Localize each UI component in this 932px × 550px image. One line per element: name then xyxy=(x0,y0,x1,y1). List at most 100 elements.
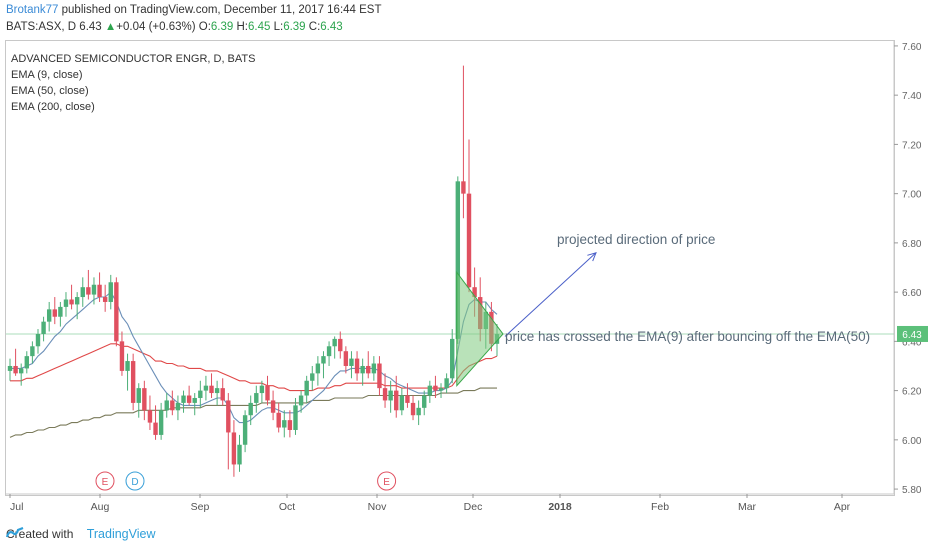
y-tick-label: 6.00 xyxy=(902,436,922,447)
candle-body xyxy=(472,287,477,298)
x-tick-label: Feb xyxy=(651,501,669,513)
chart-legend-title: ADVANCED SEMICONDUCTOR ENGR, D, BATS xyxy=(11,53,255,65)
tradingview-brand-link[interactable]: TradingView xyxy=(86,527,156,541)
x-tick-label: Oct xyxy=(279,501,295,513)
x-tick-label: 2018 xyxy=(548,501,572,513)
x-tick-label: Aug xyxy=(91,501,110,513)
event-marker-icon[interactable] xyxy=(95,471,115,491)
candle-body xyxy=(114,282,119,342)
ema9-line xyxy=(10,291,498,424)
candle-body xyxy=(438,388,444,391)
projection-arrow xyxy=(504,252,597,337)
last-price: 6.43 xyxy=(79,21,102,33)
close-label: C: xyxy=(308,21,321,33)
candle-body xyxy=(304,380,309,396)
arrow-head-icon xyxy=(587,251,597,262)
candle-body xyxy=(142,388,147,411)
open-value: 6.39 xyxy=(210,21,234,33)
candle-body xyxy=(422,395,427,408)
candle-body xyxy=(24,356,29,369)
candle-body xyxy=(399,395,405,411)
candle-body xyxy=(360,365,365,374)
candle-body xyxy=(310,373,315,381)
candle-body xyxy=(86,287,91,295)
x-tick-label: Nov xyxy=(368,501,387,513)
candle-body xyxy=(147,410,153,423)
candle-body xyxy=(41,321,46,334)
legend-item[interactable]: EMA (9, close) xyxy=(11,69,83,81)
candle-body xyxy=(338,338,343,352)
change-value: +0.04 (+0.63%) xyxy=(116,21,196,33)
candle-body xyxy=(18,368,24,374)
candle-body xyxy=(450,338,455,379)
triangle-pattern xyxy=(456,270,504,387)
legend-item[interactable]: EMA (200, close) xyxy=(11,101,95,113)
candle-body xyxy=(349,358,354,366)
candle-body xyxy=(254,393,259,403)
candle-body xyxy=(405,395,410,403)
low-label: L: xyxy=(273,21,284,33)
candle-body xyxy=(136,388,141,403)
candle-body xyxy=(108,282,113,302)
candle-body xyxy=(466,193,472,288)
open-label: O: xyxy=(198,21,211,33)
candle-body xyxy=(321,356,326,364)
annotation-ema-cross: price has crossed the EMA(9) after bounc… xyxy=(505,329,870,344)
candle-body xyxy=(181,395,186,403)
candle-body xyxy=(170,400,175,411)
y-tick-label: 6.60 xyxy=(902,288,922,299)
candle-body xyxy=(13,365,18,374)
x-tick-label: Mar xyxy=(738,501,757,513)
y-tick-label: 7.00 xyxy=(902,190,922,201)
candle-body xyxy=(226,400,231,433)
candle-body xyxy=(80,287,85,298)
legend-item[interactable]: EMA (50, close) xyxy=(11,85,89,97)
candle-body xyxy=(198,390,203,398)
candle-body xyxy=(248,402,253,416)
author-link[interactable]: Brotank77 xyxy=(6,4,59,16)
x-tick-label: Sep xyxy=(191,501,210,513)
candle-body xyxy=(242,415,248,445)
candle-body xyxy=(130,361,136,403)
candle-body xyxy=(287,420,293,430)
annotation-projection: projected direction of price xyxy=(557,232,715,247)
ema50-line xyxy=(10,343,498,392)
y-tick-label: 6.20 xyxy=(902,387,922,398)
candle-body xyxy=(259,385,265,394)
candle-body xyxy=(298,395,304,406)
candle-body xyxy=(265,385,270,401)
candle-body xyxy=(35,333,41,347)
created-with-text: Created with xyxy=(6,527,74,541)
event-marker-icon[interactable] xyxy=(125,471,145,491)
candle-body xyxy=(293,405,298,430)
candle-body xyxy=(276,412,281,428)
candle-body xyxy=(30,346,35,357)
candle-body xyxy=(394,390,399,411)
event-marker-icon[interactable] xyxy=(377,471,397,491)
candle-body xyxy=(270,400,276,413)
candle-body xyxy=(97,284,102,298)
event-marker-label: D xyxy=(131,477,138,488)
candle-body xyxy=(220,388,225,401)
candle-body xyxy=(158,410,164,435)
quote-header: BATS:ASX, D 6.43 ▲+0.04 (+0.63%) O:6.39 … xyxy=(6,21,343,33)
candle-body xyxy=(52,309,57,317)
y-tick-label: 6.40 xyxy=(902,337,922,348)
candle-body xyxy=(433,385,438,391)
candle-body xyxy=(237,444,242,465)
ema200-line xyxy=(9,387,497,438)
published-text: published on TradingView.com, December 1… xyxy=(61,4,382,16)
candle-body xyxy=(125,361,130,371)
candle-body xyxy=(315,363,321,374)
candle-body xyxy=(410,402,416,416)
candle-body xyxy=(231,432,237,465)
event-marker-label: E xyxy=(102,477,109,488)
y-tick-label: 7.60 xyxy=(902,42,922,53)
candle-body xyxy=(354,358,360,374)
low-value: 6.39 xyxy=(283,21,306,33)
candle-body xyxy=(102,297,108,302)
candle-body xyxy=(366,365,371,374)
candle-body xyxy=(343,351,349,366)
x-tick-label: Apr xyxy=(834,501,851,513)
